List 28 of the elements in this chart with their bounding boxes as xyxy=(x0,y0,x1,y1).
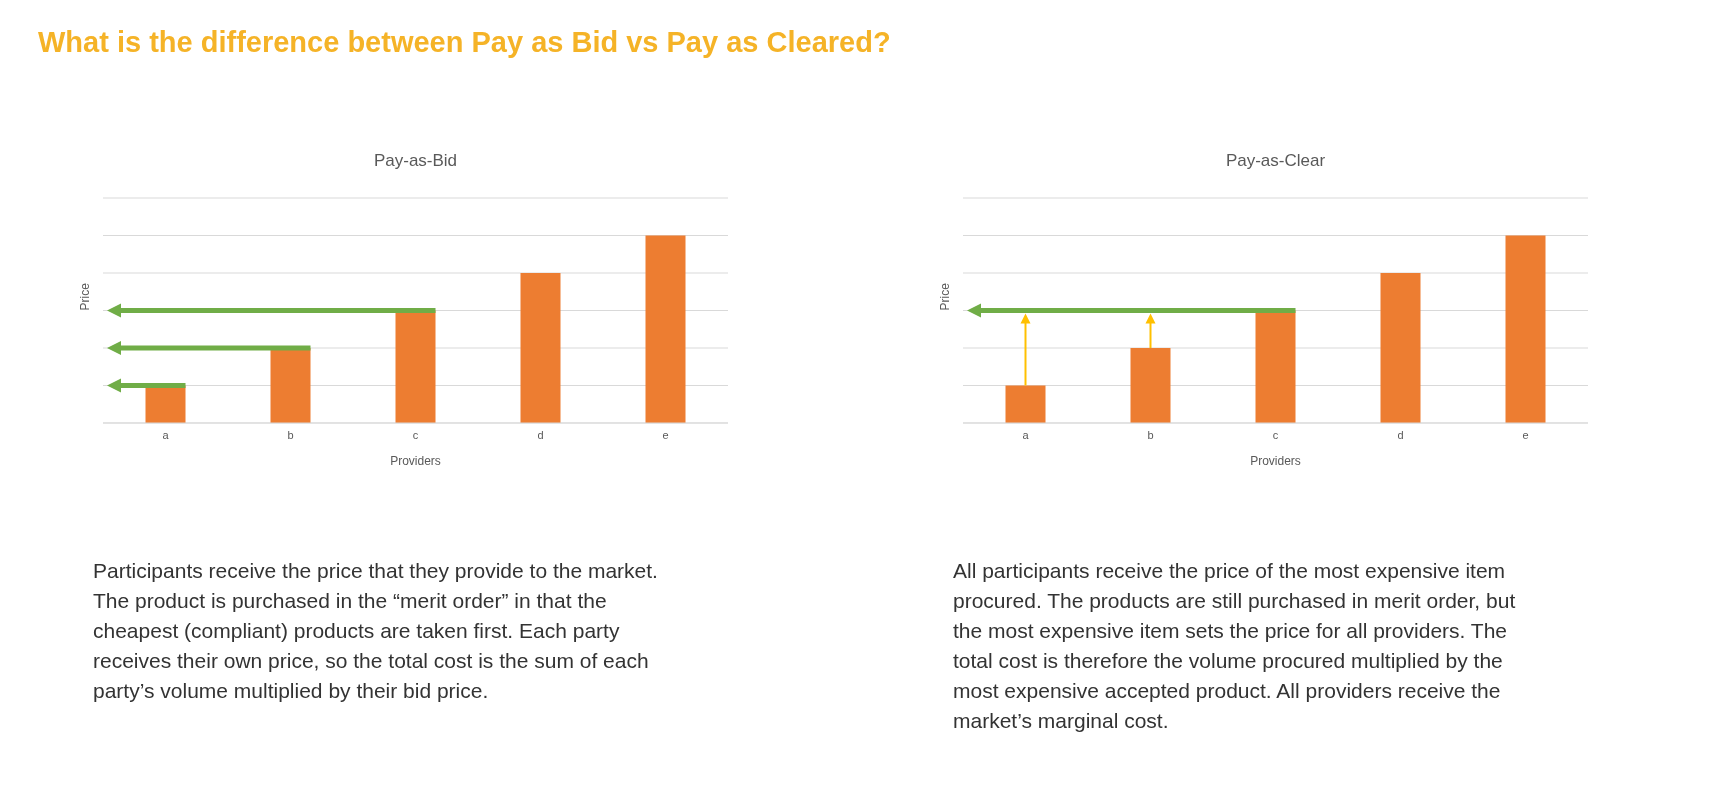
chart-title: Pay-as-Clear xyxy=(1225,151,1326,170)
x-axis-title: Providers xyxy=(1250,454,1301,468)
x-tick-label: c xyxy=(412,428,419,441)
bar xyxy=(645,235,686,423)
bar xyxy=(520,273,561,423)
bar xyxy=(1005,385,1046,423)
bar xyxy=(1380,273,1421,423)
bar xyxy=(1130,348,1171,423)
y-axis-title: Price xyxy=(938,282,953,311)
x-tick-label: b xyxy=(287,428,294,441)
x-tick-label: c xyxy=(1272,428,1279,441)
bar xyxy=(270,348,311,423)
chart-title: Pay-as-Bid xyxy=(373,151,458,170)
x-tick-label: d xyxy=(537,428,544,441)
x-tick-label: a xyxy=(162,428,170,441)
bar xyxy=(395,310,436,423)
bar xyxy=(1255,310,1296,423)
text: Participants receive the price that they provide to the market. The product is purchased in the “merit order” in that the cheapest (compliant) products are taken first. Each party receives their own price, so the total cost is the sum of each party’s volume multiplied by their bid price. xyxy=(93,558,659,704)
text: What is the difference between Pay as Bid vs Pay as Cleared? xyxy=(38,26,891,59)
x-tick-label: e xyxy=(1522,428,1529,441)
x-tick-label: e xyxy=(662,428,669,441)
x-tick-label: b xyxy=(1147,428,1154,441)
y-axis-title: Price xyxy=(78,282,93,311)
x-axis-title: Providers xyxy=(390,454,441,468)
x-tick-label: d xyxy=(1397,428,1404,441)
bar xyxy=(1505,235,1546,423)
x-tick-label: a xyxy=(1022,428,1030,441)
text: All participants receive the price of the most expensive item procured. The products are still purchased in merit order, but the most expensive item sets the price for all providers. The total cost is therefore the volume procured multiplied by the most expensive accepted product. All providers receive the market’s marginal cost. xyxy=(953,558,1517,734)
